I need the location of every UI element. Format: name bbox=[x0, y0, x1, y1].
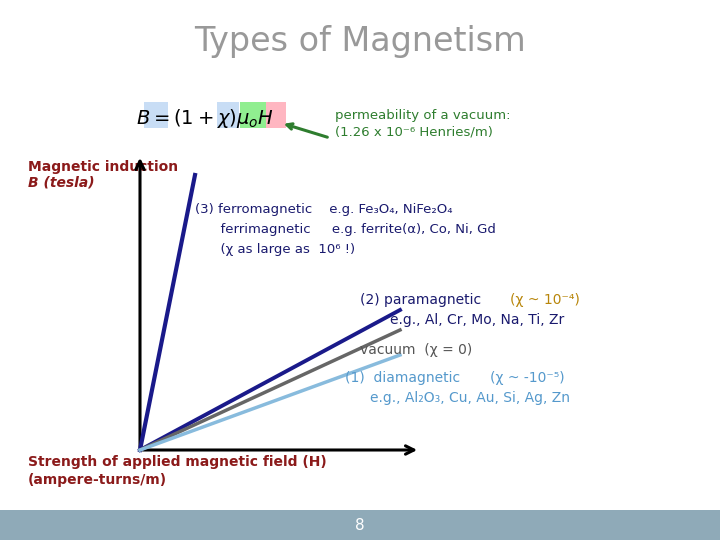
FancyBboxPatch shape bbox=[217, 102, 239, 128]
Text: (2) paramagnetic: (2) paramagnetic bbox=[360, 293, 481, 307]
Text: Magnetic induction: Magnetic induction bbox=[28, 160, 178, 174]
Text: Strength of applied magnetic field (​H​): Strength of applied magnetic field (​H​) bbox=[28, 455, 327, 469]
Text: (3) ferromagnetic    e.g. Fe₃O₄, NiFe₂O₄: (3) ferromagnetic e.g. Fe₃O₄, NiFe₂O₄ bbox=[195, 204, 452, 217]
Text: permeability of a vacuum:: permeability of a vacuum: bbox=[335, 109, 510, 122]
FancyBboxPatch shape bbox=[144, 102, 168, 128]
FancyBboxPatch shape bbox=[240, 102, 268, 128]
Text: B (tesla): B (tesla) bbox=[28, 176, 94, 190]
Text: (χ ~ 10⁻⁴): (χ ~ 10⁻⁴) bbox=[510, 293, 580, 307]
Bar bbox=[0, 510, 720, 540]
Text: (χ ~ -10⁻⁵): (χ ~ -10⁻⁵) bbox=[490, 371, 564, 385]
Text: (1.26 x 10⁻⁶ Henries/m): (1.26 x 10⁻⁶ Henries/m) bbox=[335, 125, 493, 138]
Text: e.g., Al, Cr, Mo, Na, Ti, Zr: e.g., Al, Cr, Mo, Na, Ti, Zr bbox=[390, 313, 564, 327]
Text: $\mathit{B} = (1 + \chi)\mu_o\mathit{H}$: $\mathit{B} = (1 + \chi)\mu_o\mathit{H}$ bbox=[136, 107, 274, 131]
Text: 8: 8 bbox=[355, 517, 365, 532]
FancyBboxPatch shape bbox=[266, 102, 286, 128]
Text: Types of Magnetism: Types of Magnetism bbox=[194, 25, 526, 58]
Text: vacuum  (χ = 0): vacuum (χ = 0) bbox=[360, 343, 472, 357]
Text: ferrimagnetic     e.g. ferrite(α), Co, Ni, Gd: ferrimagnetic e.g. ferrite(α), Co, Ni, G… bbox=[195, 224, 496, 237]
Text: (χ as large as  10⁶ !): (χ as large as 10⁶ !) bbox=[195, 244, 355, 256]
Text: (ampere-turns/m): (ampere-turns/m) bbox=[28, 473, 167, 487]
Text: e.g., Al₂O₃, Cu, Au, Si, Ag, Zn: e.g., Al₂O₃, Cu, Au, Si, Ag, Zn bbox=[370, 391, 570, 405]
Text: (1)  diamagnetic: (1) diamagnetic bbox=[345, 371, 460, 385]
